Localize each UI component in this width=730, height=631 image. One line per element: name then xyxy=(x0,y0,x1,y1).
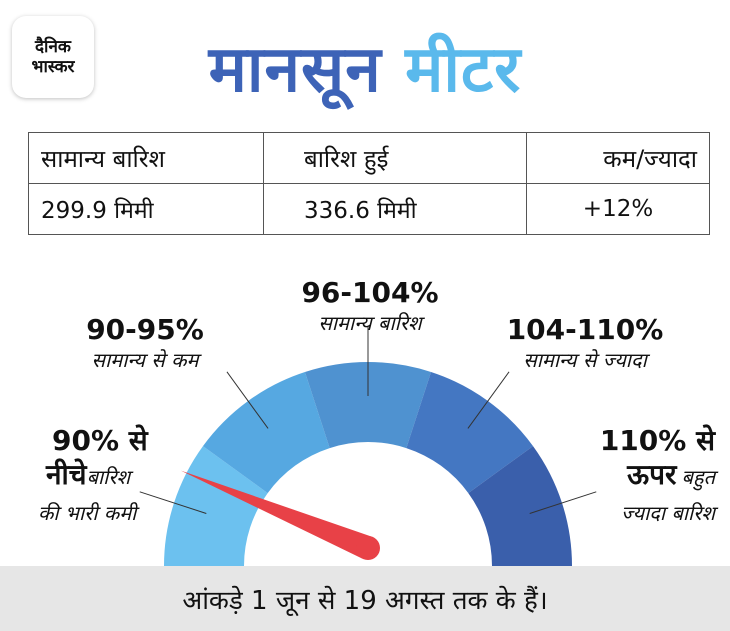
label-deficient-line2a: नीचे xyxy=(46,458,87,491)
logo-line-2: भास्कर xyxy=(31,57,75,77)
label-above-normal-text: सामान्य से ज्यादा xyxy=(523,348,647,372)
label-below-normal-text: सामान्य से कम xyxy=(91,348,199,372)
title-part-1: मानसून xyxy=(208,33,382,107)
gauge-leader-line-1 xyxy=(226,371,269,429)
label-excess-line1: 110% से xyxy=(599,424,715,457)
brand-logo: दैनिक भास्कर xyxy=(12,16,94,98)
gauge-segment-4 xyxy=(468,446,572,566)
label-above-normal: 104-110% सामान्य से ज्यादा xyxy=(490,313,680,373)
title-part-2: मीटर xyxy=(405,33,522,107)
gauge-leader-line-3 xyxy=(467,371,510,429)
gauge-segment-0 xyxy=(164,446,268,566)
label-below-normal-range: 90-95% xyxy=(86,313,204,346)
page-title: मानसून मीटर xyxy=(0,30,730,110)
gauge-needle-hub xyxy=(356,536,380,560)
header-normal-rain: सामान्य बारिश xyxy=(28,132,264,184)
footer-text: आंकड़े 1 जून से 19 अगस्त तक के हैं। xyxy=(182,585,548,616)
header-actual-rain: बारिश हुई xyxy=(263,132,527,184)
label-normal: 96-104% सामान्य बारिश xyxy=(300,276,440,336)
label-deficient-line1: 90% से xyxy=(52,424,148,457)
table-header-row: सामान्य बारिश बारिश हुई कम/ज्यादा xyxy=(28,132,710,184)
value-actual-rain: 336.6 मिमी xyxy=(263,183,527,235)
label-normal-text: सामान्य बारिश xyxy=(318,311,422,335)
gauge-leader-line-0 xyxy=(139,491,207,514)
gauge-segment-3 xyxy=(406,371,534,494)
label-above-normal-range: 104-110% xyxy=(506,313,664,346)
header-deviation: कम/ज्यादा xyxy=(526,132,710,184)
value-normal-rain: 299.9 मिमी xyxy=(28,183,264,235)
label-deficient-line2b: बारिश xyxy=(86,465,131,489)
label-excess: 110% से ऊपर बहुत ज्यादा बारिश xyxy=(570,424,715,526)
gauge-needle xyxy=(180,470,374,559)
gauge-segment-2 xyxy=(304,362,432,449)
label-excess-line2b: बहुत xyxy=(681,465,715,489)
label-excess-line3: ज्यादा बारिश xyxy=(621,501,715,525)
footer-note: आंकड़े 1 जून से 19 अगस्त तक के हैं। xyxy=(0,566,730,631)
value-deviation: +12% xyxy=(526,183,710,235)
gauge-leader-line-4 xyxy=(529,491,597,514)
label-excess-line2a: ऊपर xyxy=(627,458,677,491)
rainfall-table: सामान्य बारिश बारिश हुई कम/ज्यादा 299.9 … xyxy=(28,132,710,235)
label-normal-range: 96-104% xyxy=(301,276,439,309)
label-deficient: 90% से नीचेबारिश की भारी कमी xyxy=(30,424,190,526)
table-value-row: 299.9 मिमी 336.6 मिमी +12% xyxy=(28,183,710,235)
gauge-segment-1 xyxy=(202,371,330,494)
label-below-normal: 90-95% सामान्य से कम xyxy=(60,313,230,373)
label-deficient-line3: की भारी कमी xyxy=(38,501,137,525)
logo-line-1: दैनिक xyxy=(35,37,71,57)
